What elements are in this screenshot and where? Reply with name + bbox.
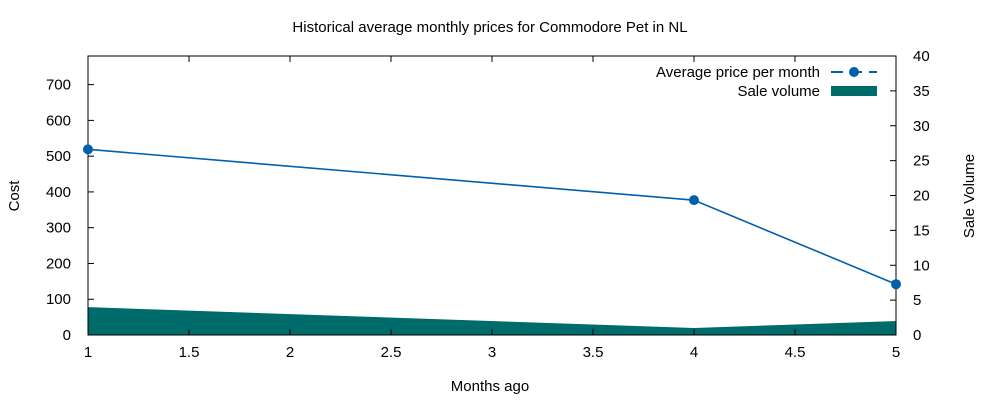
y2-tick-label: 25 xyxy=(913,153,930,170)
average-price-point xyxy=(83,144,93,155)
y-tick-label: 300 xyxy=(46,220,71,237)
axis-ticks: 1 1.5 2 2.5 3 3.5 4 4.5 501002003004005006007000… xyxy=(46,48,930,361)
legend: Average price per month Sale volume xyxy=(656,64,877,100)
legend-swatch-average-price-marker xyxy=(849,67,859,77)
y-tick-label: 400 xyxy=(46,184,71,201)
y2-axis-title: Sale Volume xyxy=(961,154,978,238)
x-axis-title: Months ago xyxy=(451,378,529,395)
y-axis-title: Cost xyxy=(6,180,23,212)
average-price-line xyxy=(87,148,897,285)
x-tick-label: 5 xyxy=(892,344,900,361)
y2-tick-label: 5 xyxy=(913,292,921,309)
y-tick-label: 700 xyxy=(46,77,71,94)
legend-label-average-price: Average price per month xyxy=(656,64,820,81)
y-tick-label: 100 xyxy=(46,291,71,308)
legend-swatch-sale-volume xyxy=(831,86,877,96)
y2-tick-label: 20 xyxy=(913,188,930,205)
x-tick-label: 3.5 xyxy=(583,344,604,361)
x-tick-label: 4 xyxy=(690,344,698,361)
x-tick-label: 1 xyxy=(84,344,92,361)
x-tick-label: 4.5 xyxy=(785,344,806,361)
y2-tick-label: 30 xyxy=(913,118,930,135)
y-tick-label: 0 xyxy=(63,327,71,344)
legend-label-sale-volume: Sale volume xyxy=(737,83,820,100)
y-tick-label: 600 xyxy=(46,112,71,129)
y2-tick-label: 35 xyxy=(913,83,930,100)
average-price-layer xyxy=(83,144,901,290)
chart-title: Historical average monthly prices for Co… xyxy=(292,19,687,36)
x-tick-label: 3 xyxy=(488,344,496,361)
y-tick-label: 500 xyxy=(46,148,71,165)
y2-tick-label: 15 xyxy=(913,222,930,239)
average-price-point xyxy=(689,195,699,206)
y2-tick-label: 0 xyxy=(913,327,921,344)
y2-tick-label: 40 xyxy=(913,48,930,65)
sale-volume-area xyxy=(88,307,896,335)
x-tick-label: 2 xyxy=(286,344,294,361)
x-tick-label: 1.5 xyxy=(179,344,200,361)
y2-tick-label: 10 xyxy=(913,257,930,274)
average-price-point xyxy=(891,279,901,290)
y-tick-label: 200 xyxy=(46,255,71,272)
x-tick-label: 2.5 xyxy=(381,344,402,361)
sale-volume-layer xyxy=(88,307,896,335)
